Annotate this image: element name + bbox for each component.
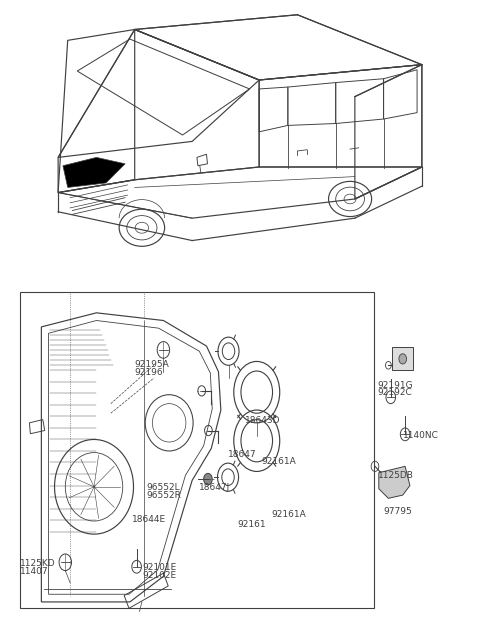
Bar xyxy=(20,292,374,608)
Text: 11407: 11407 xyxy=(20,567,48,576)
Text: 92102E: 92102E xyxy=(142,571,176,580)
Text: 92192C: 92192C xyxy=(378,388,413,397)
Text: 92161A: 92161A xyxy=(262,458,296,467)
Text: 1140NC: 1140NC xyxy=(403,431,439,440)
Text: 92161: 92161 xyxy=(238,520,266,529)
Polygon shape xyxy=(379,467,410,498)
Text: 92195A: 92195A xyxy=(135,360,169,369)
Text: 18647: 18647 xyxy=(228,451,257,460)
Text: 18644E: 18644E xyxy=(132,515,167,524)
Text: 92101E: 92101E xyxy=(142,563,176,572)
Text: 92191G: 92191G xyxy=(378,381,413,390)
Text: 1125DB: 1125DB xyxy=(378,470,414,480)
Text: 18647J: 18647J xyxy=(199,483,230,492)
Circle shape xyxy=(204,473,212,485)
Polygon shape xyxy=(63,158,125,187)
Text: 96552L: 96552L xyxy=(147,483,180,492)
Text: 18643D: 18643D xyxy=(245,416,280,425)
Text: 92161A: 92161A xyxy=(271,510,306,519)
Text: 1125KD: 1125KD xyxy=(20,559,56,568)
Text: 97795: 97795 xyxy=(384,507,412,516)
Bar xyxy=(392,347,413,370)
Circle shape xyxy=(399,354,407,364)
Text: 96552R: 96552R xyxy=(147,490,181,499)
Text: 92196: 92196 xyxy=(135,368,163,377)
